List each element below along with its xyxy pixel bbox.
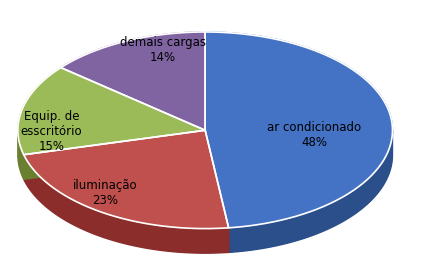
Polygon shape (61, 32, 205, 130)
Polygon shape (18, 130, 24, 179)
Polygon shape (229, 131, 392, 252)
Text: Equip. de
esscritório
15%: Equip. de esscritório 15% (21, 110, 82, 153)
Polygon shape (18, 68, 205, 155)
Text: ar condicionado
48%: ar condicionado 48% (267, 121, 362, 149)
Text: demais cargas
14%: demais cargas 14% (120, 36, 206, 64)
Polygon shape (24, 155, 229, 253)
Text: iluminação
23%: iluminação 23% (73, 179, 137, 207)
Polygon shape (24, 130, 229, 229)
Ellipse shape (18, 57, 392, 253)
Polygon shape (205, 130, 229, 252)
Polygon shape (24, 130, 205, 179)
Polygon shape (24, 130, 205, 179)
Polygon shape (205, 32, 392, 228)
Polygon shape (205, 130, 229, 252)
